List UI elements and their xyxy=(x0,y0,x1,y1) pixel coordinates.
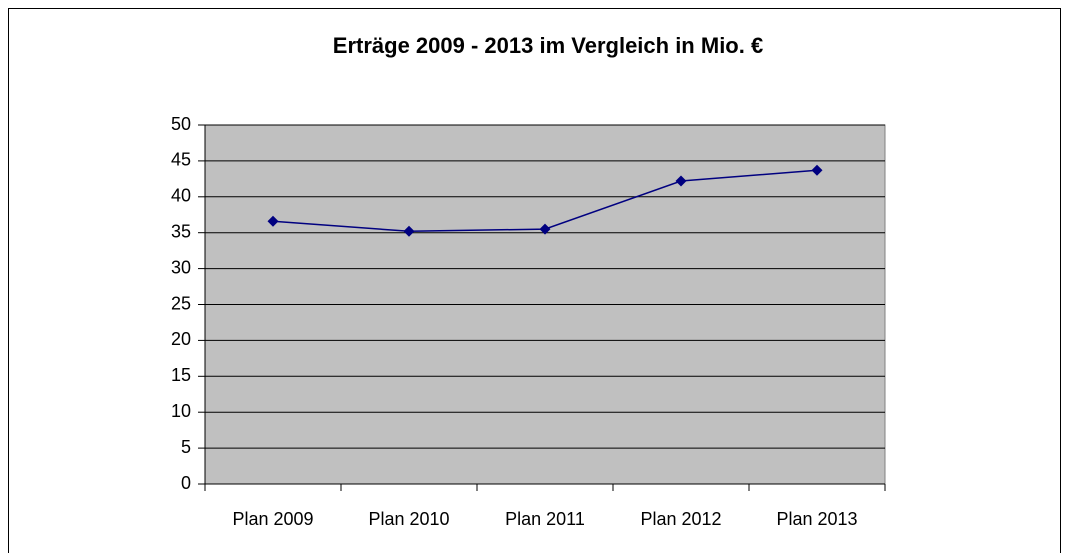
y-tick-label: 45 xyxy=(171,150,191,170)
marker xyxy=(675,175,687,187)
y-tick-label: 15 xyxy=(171,365,191,385)
y-tick-label: 0 xyxy=(181,473,191,493)
x-tick-label: Plan 2010 xyxy=(368,509,449,529)
marker xyxy=(811,164,823,176)
x-tick-label: Plan 2012 xyxy=(640,509,721,529)
y-tick-label: 35 xyxy=(171,221,191,241)
y-tick-label: 30 xyxy=(171,257,191,277)
y-tick-label: 50 xyxy=(171,114,191,134)
y-tick-label: 40 xyxy=(171,186,191,206)
chart-title: Erträge 2009 - 2013 im Vergleich in Mio.… xyxy=(333,33,763,58)
marker xyxy=(539,223,551,235)
x-tick-label: Plan 2009 xyxy=(232,509,313,529)
x-tick-label: Plan 2011 xyxy=(505,509,585,529)
x-tick-label: Plan 2013 xyxy=(776,509,857,529)
y-tick-label: 20 xyxy=(171,329,191,349)
y-tick-label: 25 xyxy=(171,293,191,313)
marker xyxy=(403,225,415,237)
marker xyxy=(267,215,279,227)
y-tick-label: 5 xyxy=(181,437,191,457)
y-tick-label: 10 xyxy=(171,401,191,421)
